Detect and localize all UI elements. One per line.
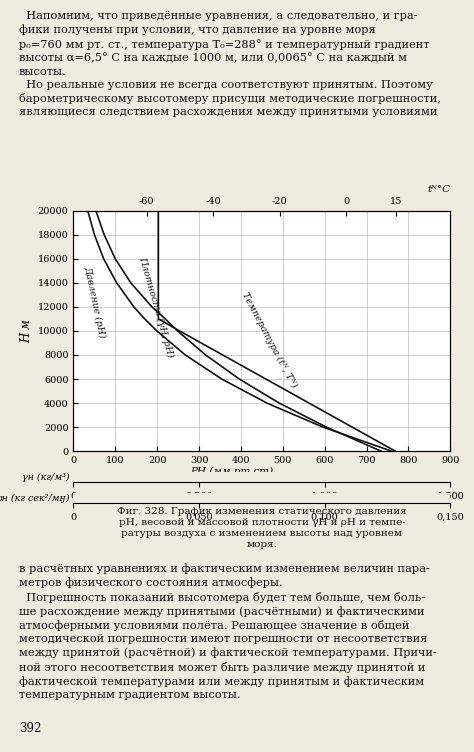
Text: Плотность (γН, ρН): Плотность (γН, ρН) (137, 255, 175, 359)
Text: ρн (кг сек²/мӈ): ρн (кг сек²/мӈ) (0, 493, 70, 503)
Text: tᴺ°C: tᴺ°C (427, 185, 450, 194)
Text: Фиг. 328. График изменения статического давления
pН, весовой и массовой плотност: Фиг. 328. График изменения статического … (117, 507, 407, 549)
Text: Напомним, что приведённые уравнения, а следовательно, и гра-
фики получены при у: Напомним, что приведённые уравнения, а с… (19, 11, 441, 117)
Text: γн (кг/м³): γн (кг/м³) (22, 472, 70, 482)
Y-axis label: H м: H м (20, 319, 34, 343)
Text: 392: 392 (19, 723, 41, 735)
Text: Температура (tᴺ, Tᴺ): Температура (tᴺ, Tᴺ) (240, 291, 299, 390)
Text: PН (мм рт.ст): PН (мм рт.ст) (190, 467, 273, 476)
Text: Давление (pН): Давление (pН) (82, 265, 106, 339)
Text: в расчётных уравнениях и фактическим изменением величин пара-
метров физического: в расчётных уравнениях и фактическим изм… (19, 563, 437, 700)
